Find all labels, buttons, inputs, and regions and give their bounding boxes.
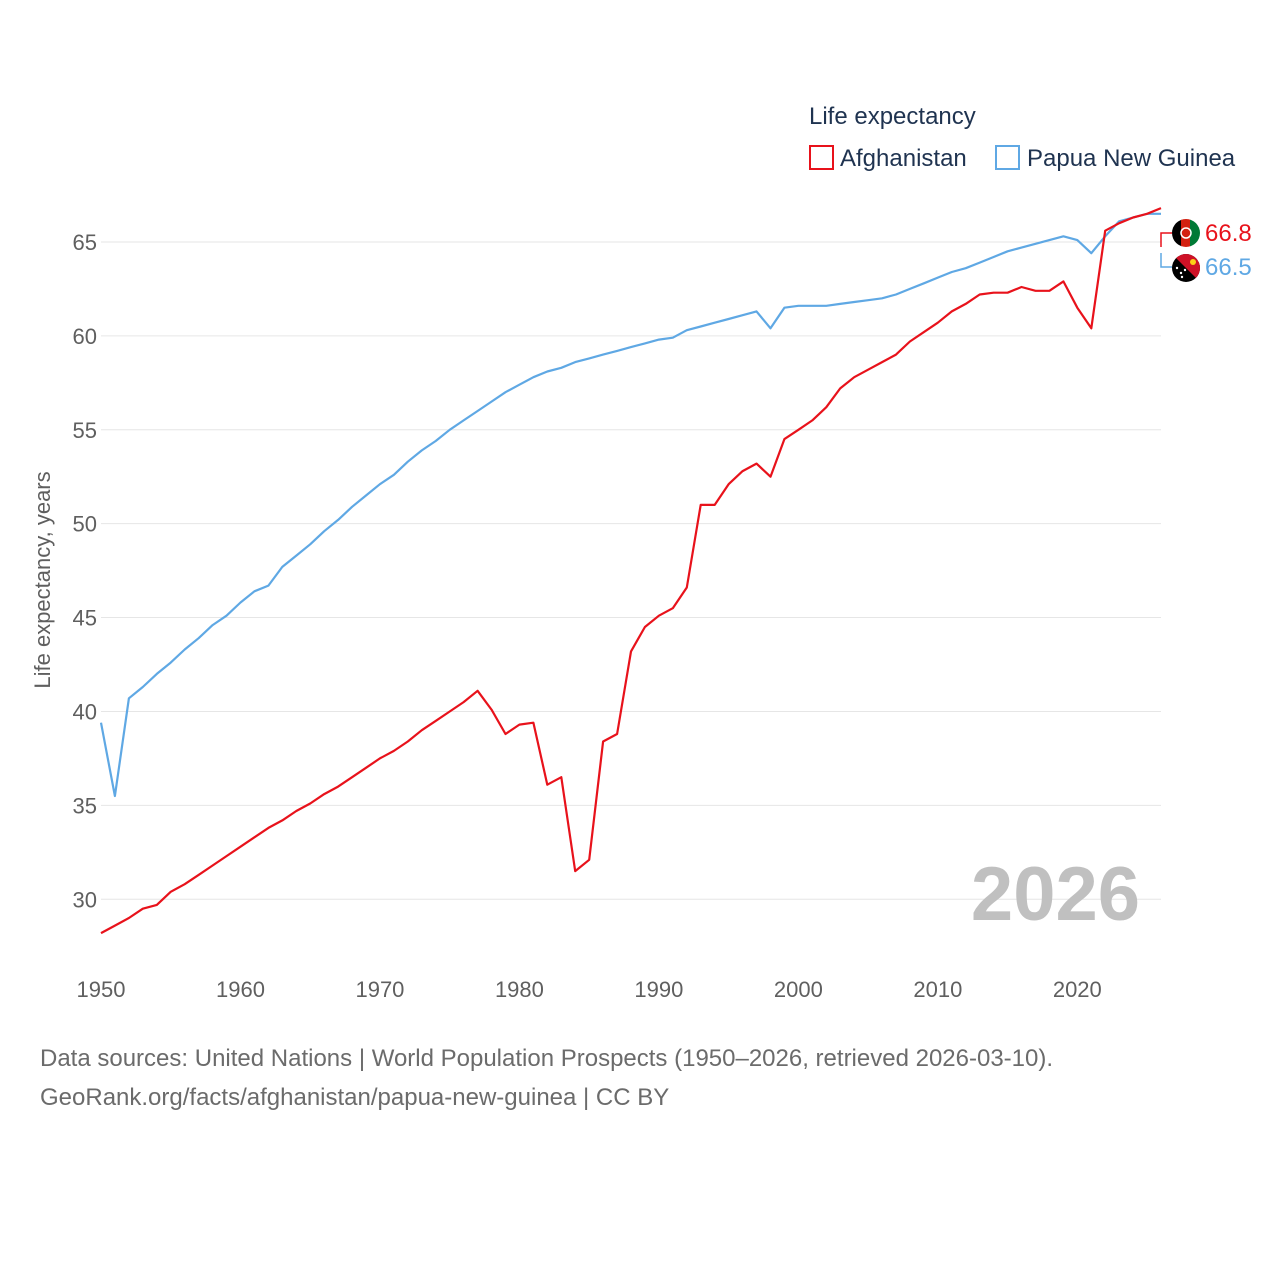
y-axis-title: Life expectancy, years <box>30 471 55 688</box>
x-tick-label: 1970 <box>355 977 404 1002</box>
y-tick-label: 65 <box>73 230 97 255</box>
x-tick-label: 2000 <box>774 977 823 1002</box>
legend-item-papua-new-guinea[interactable]: Papua New Guinea <box>995 145 1236 172</box>
afghanistan-flag-icon <box>1172 219 1200 247</box>
papua-new-guinea-flag-icon <box>1172 254 1200 282</box>
afghanistan-end-connector <box>1160 232 1172 247</box>
y-tick-label: 60 <box>73 324 97 349</box>
y-tick-label: 35 <box>73 793 97 818</box>
y-tick-label: 50 <box>73 512 97 537</box>
series-line-afghanistan[interactable] <box>100 207 1162 935</box>
legend-item-afghanistan[interactable]: Afghanistan <box>809 145 967 172</box>
legend-title: Life expectancy <box>809 103 976 130</box>
end-labels: 66.8 66.5 <box>1160 219 1252 282</box>
legend-swatch-afghanistan <box>809 145 834 170</box>
x-tick-label: 2010 <box>913 977 962 1002</box>
x-tick-label: 1980 <box>495 977 544 1002</box>
x-tick-label: 1950 <box>77 977 126 1002</box>
legend: Life expectancy Afghanistan Papua New Gu… <box>809 103 1236 172</box>
source-line-1: Data sources: United Nations | World Pop… <box>40 1045 1054 1072</box>
series-line-papua-new-guinea[interactable] <box>99 212 1161 798</box>
y-tick-label: 40 <box>73 699 97 724</box>
x-tick-label: 1960 <box>216 977 265 1002</box>
afghanistan-end-value: 66.8 <box>1205 220 1252 247</box>
legend-swatch-papua-new-guinea <box>995 145 1020 170</box>
y-tick-label: 45 <box>73 606 97 631</box>
papua-new-guinea-end-connector <box>1160 253 1172 268</box>
y-tick-label: 55 <box>73 418 97 443</box>
x-axis-ticks: 1950 1960 1970 1980 1990 2000 2010 2020 <box>77 977 1102 1002</box>
x-tick-label: 1990 <box>634 977 683 1002</box>
x-tick-label: 2020 <box>1053 977 1102 1002</box>
source-link-line[interactable]: GeoRank.org/facts/afghanistan/papua-new-… <box>40 1084 670 1111</box>
year-watermark: 2026 <box>971 852 1140 937</box>
legend-label-afghanistan: Afghanistan <box>840 145 967 172</box>
gridlines <box>101 241 1161 900</box>
series-layer <box>99 207 1162 935</box>
papua-new-guinea-end-value: 66.5 <box>1205 254 1252 281</box>
y-axis-ticks: 30 35 40 45 50 55 60 65 <box>73 230 97 912</box>
y-tick-label: 30 <box>73 887 97 912</box>
legend-label-papua-new-guinea: Papua New Guinea <box>1027 145 1236 172</box>
